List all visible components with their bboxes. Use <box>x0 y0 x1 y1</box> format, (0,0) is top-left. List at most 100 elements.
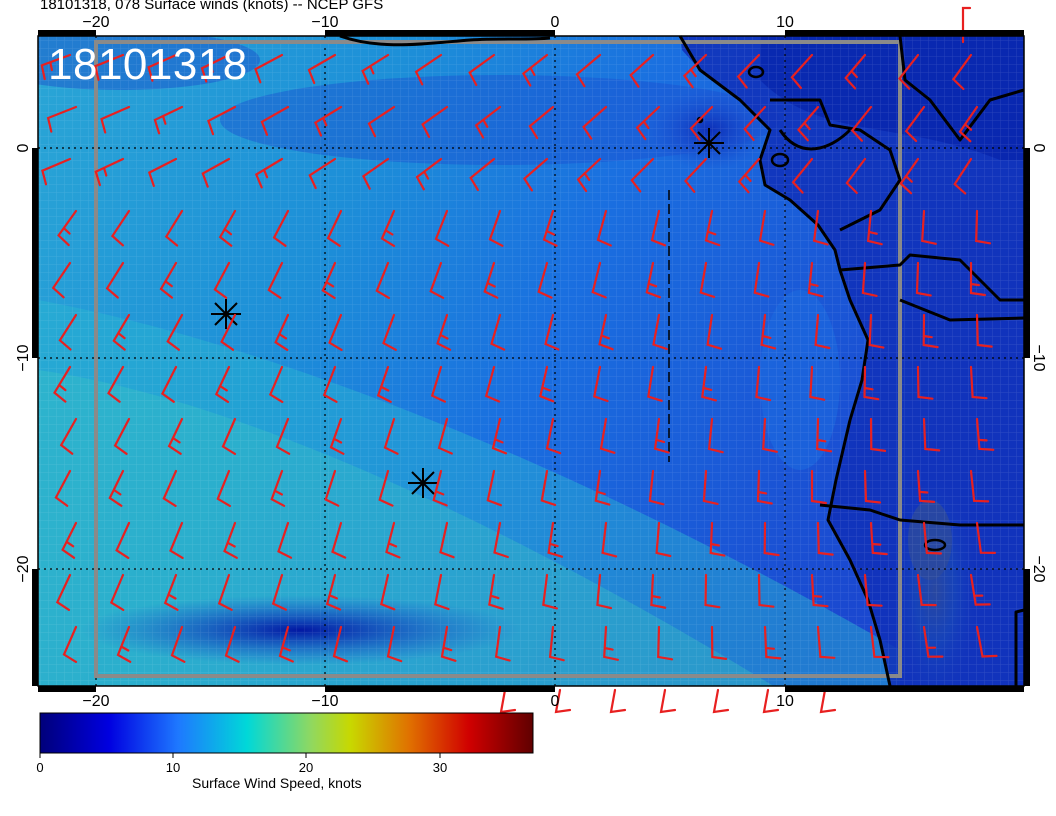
wind-barb <box>278 625 294 663</box>
wind-barb <box>274 313 290 351</box>
wind-barb <box>110 209 131 247</box>
wind-barb <box>707 417 724 454</box>
wind-barb <box>367 105 396 138</box>
wind-barb <box>812 209 829 246</box>
wind-barb <box>797 105 820 142</box>
wind-barb <box>147 53 178 82</box>
wind-barb <box>650 209 667 247</box>
lat-label: −20 <box>15 555 32 582</box>
wind-barb <box>706 313 723 350</box>
wind-barb <box>432 469 448 507</box>
wind-barb <box>493 521 509 559</box>
wind-barb <box>921 209 937 245</box>
wind-barb <box>539 365 555 403</box>
wind-barb <box>163 573 179 611</box>
wind-barb <box>386 625 403 663</box>
wind-barb <box>969 469 990 503</box>
wind-barb <box>324 469 340 507</box>
islands <box>696 65 947 552</box>
wind-barb <box>93 53 125 81</box>
lon-label: −20 <box>82 693 109 710</box>
wind-barb <box>115 521 131 559</box>
wind-barb <box>218 209 237 247</box>
wind-barb <box>468 53 496 87</box>
colorbar-tick: 30 <box>432 760 448 775</box>
wind-barb <box>361 157 390 190</box>
wind-barb <box>260 105 290 136</box>
wind-barb <box>699 261 716 298</box>
wind-barb <box>383 417 399 455</box>
lat-label: −10 <box>15 344 32 371</box>
wind-barb <box>488 209 504 247</box>
wind-barb <box>499 688 517 714</box>
wind-barb <box>755 365 772 402</box>
wind-barb <box>863 573 883 607</box>
lon-label: −20 <box>82 14 109 31</box>
wind-barb <box>596 209 612 247</box>
wind-barb <box>224 625 240 663</box>
storm-symbol <box>408 468 438 498</box>
wind-barb <box>704 573 721 609</box>
wind-barb <box>329 417 345 455</box>
colorbar-tick: 20 <box>298 760 314 775</box>
wind-barb <box>899 157 920 195</box>
wind-barb <box>704 209 721 247</box>
wind-barb <box>645 261 661 299</box>
wind-barb <box>54 469 72 507</box>
wind-barb <box>762 688 780 714</box>
wind-barb <box>542 209 558 247</box>
wind-barb <box>271 573 287 611</box>
wind-barb <box>434 573 450 611</box>
wind-barb <box>254 53 284 84</box>
colorbar-label: Surface Wind Speed, knots <box>192 775 362 791</box>
wind-barb <box>684 157 708 193</box>
wind-barb <box>325 573 342 611</box>
wind-barb <box>61 521 78 559</box>
wind-barb <box>756 469 773 505</box>
wind-barb <box>437 417 453 455</box>
wind-barb <box>975 521 996 554</box>
wind-barb <box>603 625 619 661</box>
wind-barb <box>331 521 347 559</box>
wind-barb <box>712 688 730 714</box>
lon-labels-top: −20 −10 0 10 <box>82 14 794 31</box>
lon-label: −10 <box>311 693 338 710</box>
wind-barb <box>153 105 184 135</box>
wind-barb <box>328 313 343 351</box>
storm-symbol <box>211 299 241 329</box>
wind-barb <box>969 261 986 297</box>
wind-barb <box>53 365 72 403</box>
wind-barb <box>591 261 607 299</box>
wind-barbs <box>40 6 998 714</box>
wind-barb <box>440 625 457 662</box>
wind-barb <box>816 521 834 556</box>
wind-barb <box>494 625 511 662</box>
domain-box <box>94 40 902 678</box>
wind-barb <box>254 157 284 189</box>
wind-barb <box>491 417 508 455</box>
wind-barb <box>753 261 770 298</box>
lat-labels-left: 0 −10 −20 <box>15 143 32 582</box>
wind-barb <box>113 417 131 455</box>
coastline <box>339 34 1025 687</box>
lat-label: −10 <box>1030 344 1047 371</box>
wind-barb <box>869 521 888 556</box>
wind-barb <box>575 53 602 88</box>
wind-barb <box>490 313 506 351</box>
wind-barb <box>810 469 827 505</box>
wind-barb <box>975 625 998 658</box>
lon-labels-bottom: −20 −10 0 10 <box>82 693 794 710</box>
colorbar-tick: 10 <box>165 760 181 775</box>
wind-barb <box>653 417 670 454</box>
wind-barb <box>434 209 450 247</box>
wind-barb <box>547 521 564 558</box>
wind-barb <box>159 261 178 299</box>
wind-barb <box>170 625 186 663</box>
wind-barb <box>277 521 293 559</box>
wind-barb <box>105 261 125 299</box>
wind-barb <box>469 157 496 191</box>
wind-barb <box>380 209 396 247</box>
wind-barb <box>94 157 125 187</box>
wind-barb <box>969 365 988 400</box>
colorbar-tick: 0 <box>36 760 44 775</box>
